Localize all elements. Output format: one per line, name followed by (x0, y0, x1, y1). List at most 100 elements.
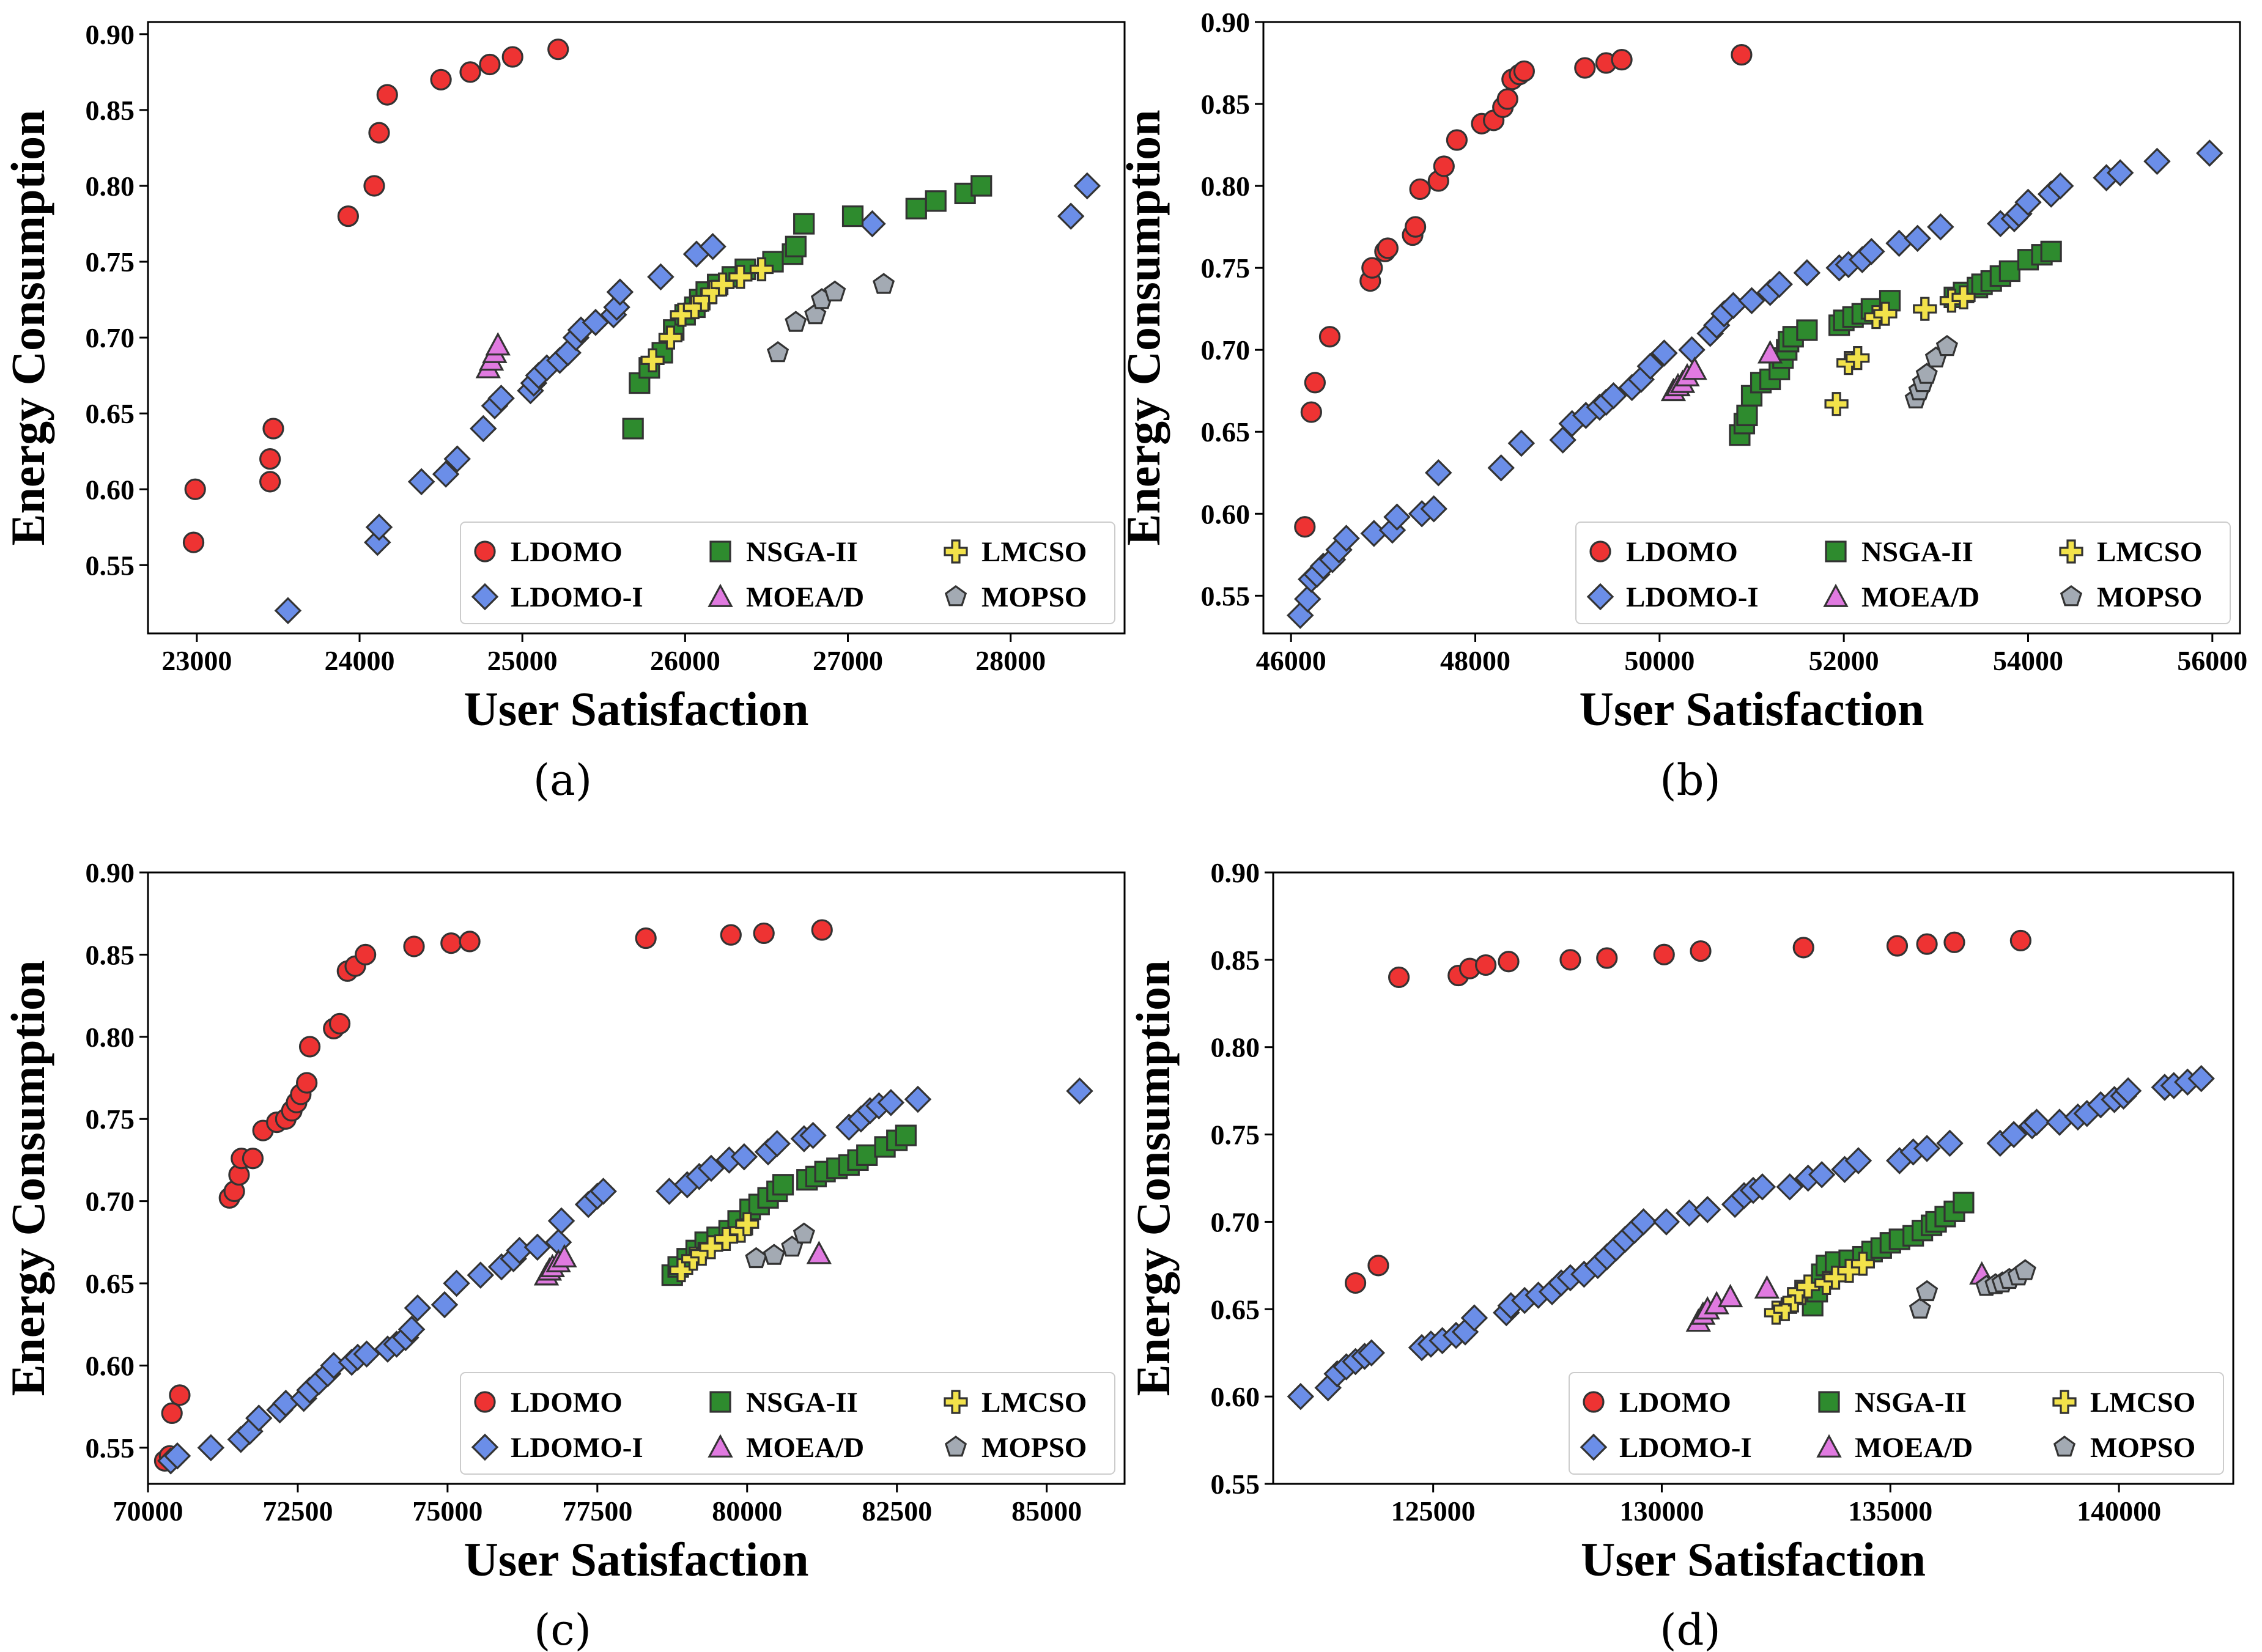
x-axis-label: User Satisfaction (464, 1533, 808, 1586)
data-point-ldomo (403, 935, 425, 957)
data-point-ldomo (1886, 935, 1909, 957)
series-mopso (745, 1222, 815, 1269)
data-point-lmcso (640, 348, 665, 372)
x-tick-label: 130000 (1619, 1495, 1704, 1527)
legend-label-lmcso: LMCSO (981, 536, 1087, 568)
data-point-ldomo-i (1936, 1129, 1964, 1157)
legend-label-mopso: MOPSO (2097, 581, 2202, 613)
legend-marker-moea-d (1823, 583, 1849, 607)
data-point-ldomo-i (1650, 339, 1678, 367)
data-point-ldomo (1916, 933, 1938, 955)
legend-marker-ldomo (1589, 540, 1611, 562)
legend-label-nsga-ii: NSGA-II (746, 536, 858, 568)
y-axis-label: Energy Consumption (1, 110, 54, 546)
data-point-ldomo-i (699, 232, 726, 260)
data-point-ldomo (1496, 88, 1518, 110)
legend-label-lmcso: LMCSO (2097, 536, 2202, 568)
y-axis-label: Energy Consumption (1, 961, 54, 1396)
data-point-ldomo-i (365, 514, 393, 541)
y-tick-label: 0.55 (86, 1433, 135, 1464)
data-point-ldomo (259, 448, 281, 470)
data-point-ldomo-i (2114, 1077, 2142, 1105)
data-point-nsga-ii (1998, 260, 2020, 282)
data-point-ldomo-i (1808, 1161, 1836, 1189)
data-point-ldomo-i (1424, 459, 1452, 487)
data-point-ldomo-i (1057, 202, 1085, 230)
data-point-moea-d (1717, 1283, 1743, 1308)
data-point-ldomo-i (2187, 1064, 2215, 1093)
x-tick-label: 54000 (1993, 645, 2063, 676)
data-point-ldomo (1475, 954, 1497, 976)
series-mopso (1904, 334, 1958, 409)
data-point-ldomo (1300, 401, 1322, 423)
data-point-ldomo-i (1738, 287, 1765, 315)
data-point-mopso (1935, 334, 1958, 356)
data-point-lmcso (658, 325, 682, 350)
legend: LDOMO LDOMO-I NSGA-II MOEA/D LMCSO MOPSO (1575, 522, 2231, 624)
data-point-ldomo-i (1913, 1135, 1941, 1162)
data-point-ldomo-i (697, 1154, 725, 1182)
legend-label-nsga-ii: NSGA-II (1855, 1387, 1967, 1418)
data-points (153, 919, 1093, 1475)
series-ldomo-i (1287, 1064, 2215, 1410)
data-point-ldomo-i (2196, 139, 2223, 167)
legend-marker-nsga-ii (1818, 1391, 1840, 1413)
data-point-ldomo (635, 927, 657, 950)
data-point-ldomo-i (1630, 1208, 1657, 1236)
data-point-ldomo (1344, 1272, 1367, 1294)
data-point-ldomo (1377, 237, 1399, 259)
data-point-ldomo-i (431, 1291, 459, 1319)
data-point-lmcso (1951, 285, 1976, 310)
x-tick-label: 125000 (1391, 1495, 1476, 1527)
data-point-lmcso (728, 265, 753, 289)
data-point-ldomo (1653, 943, 1675, 965)
data-point-nsga-ii (856, 1144, 878, 1166)
series-lmcso (1764, 1252, 1876, 1325)
x-tick-label: 85000 (1011, 1495, 1082, 1527)
x-tick-label: 25000 (487, 645, 558, 676)
data-point-ldomo (501, 46, 523, 68)
data-point-nsga-ii (1796, 319, 1818, 341)
data-point-ldomo (479, 53, 501, 76)
legend: LDOMO LDOMO-I NSGA-II MOEA/D LMCSO MOPSO (460, 1372, 1115, 1475)
y-tick-label: 0.65 (86, 1268, 135, 1299)
data-point-ldomo-i (1066, 1077, 1093, 1105)
data-point-ldomo-i (1765, 270, 1793, 298)
data-point-nsga-ii (954, 182, 976, 204)
data-point-ldomo (459, 61, 481, 83)
legend-label-ldomo: LDOMO (511, 1387, 623, 1418)
data-point-mopso (785, 311, 807, 332)
series-moea-d (475, 332, 511, 378)
x-axis-label: User Satisfaction (1579, 682, 1924, 736)
data-point-nsga-ii (793, 213, 815, 235)
data-point-ldomo (1611, 49, 1633, 71)
y-tick-label: 0.75 (86, 1104, 135, 1135)
legend-marker-mopso (2060, 585, 2083, 607)
data-point-lmcso (735, 1212, 760, 1236)
data-point-ldomo (1574, 57, 1596, 79)
y-tick-label: 0.85 (1211, 945, 1260, 976)
data-point-nsga-ii (1953, 1192, 1975, 1214)
data-point-lmcso (1850, 1252, 1876, 1276)
data-point-lmcso (1773, 1297, 1797, 1321)
x-tick-label: 72500 (262, 1495, 333, 1527)
data-point-mopso (763, 1244, 785, 1265)
y-tick-label: 0.60 (1211, 1381, 1260, 1412)
data-point-ldomo (363, 175, 385, 197)
legend-marker-nsga-ii (709, 1391, 731, 1413)
data-point-ldomo (1409, 178, 1431, 201)
series-lmcso (669, 1212, 760, 1283)
data-point-ldomo-i (1858, 238, 1885, 265)
legend-label-lmcso: LMCSO (2090, 1387, 2195, 1418)
y-tick-label: 0.65 (86, 398, 135, 429)
data-point-ldomo (328, 1012, 351, 1034)
data-point-lmcso (1873, 301, 1898, 326)
legend-marker-lmcso (2052, 1390, 2077, 1414)
y-tick-label: 0.90 (86, 857, 135, 888)
data-point-lmcso (1846, 345, 1870, 371)
x-tick-label: 24000 (325, 645, 395, 676)
data-point-ldomo-i (353, 1340, 380, 1368)
y-tick-label: 0.85 (86, 95, 135, 126)
legend-label-nsga-ii: NSGA-II (1861, 536, 1973, 568)
